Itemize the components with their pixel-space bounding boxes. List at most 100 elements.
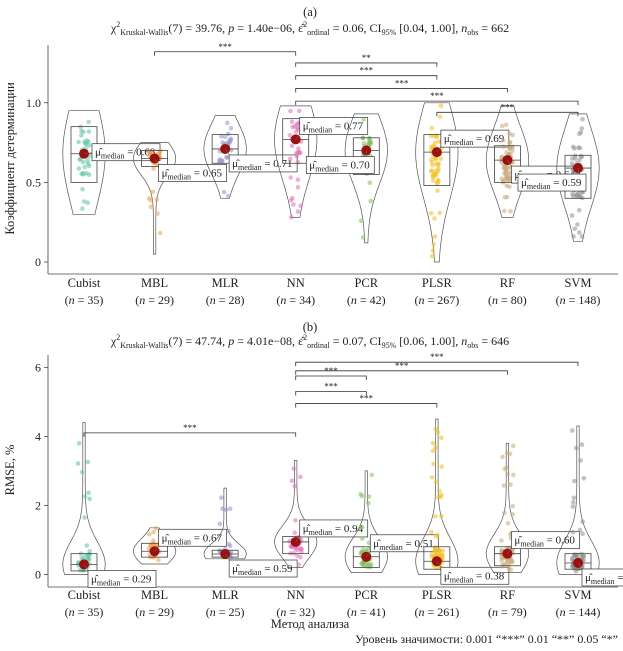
data-point (360, 536, 365, 541)
n-label: (n = 28) (206, 293, 245, 307)
data-point (222, 134, 228, 139)
data-point (501, 144, 506, 150)
data-point (86, 490, 91, 496)
data-point (437, 210, 443, 216)
violin-group-nn: μ̂median = 0.77 (274, 105, 369, 220)
data-point (368, 198, 374, 204)
data-point (81, 199, 87, 204)
data-point (75, 461, 81, 466)
data-point (228, 126, 234, 131)
data-point (77, 157, 83, 162)
significance-bracket: *** (295, 66, 438, 80)
data-point (80, 186, 85, 192)
data-point (435, 430, 441, 435)
data-point (292, 124, 298, 129)
significance-stars: *** (501, 102, 515, 112)
y-axis-label: Коэффициент детерминации (3, 82, 17, 235)
data-point (511, 472, 516, 478)
data-point (429, 253, 435, 259)
bracket-line (295, 100, 579, 106)
data-point (360, 235, 366, 240)
data-point (499, 176, 505, 181)
data-point (86, 119, 91, 125)
data-point (571, 194, 576, 199)
data-point (431, 461, 436, 467)
data-point (578, 130, 584, 135)
n-label: (n = 29) (135, 293, 174, 307)
bracket-line (295, 403, 438, 408)
n-label: (n = 80) (488, 293, 527, 307)
data-point (360, 547, 366, 552)
n-label: (n = 34) (276, 293, 315, 307)
y-tick-label: 0.5 (26, 175, 41, 189)
median-label-box (87, 570, 157, 588)
data-point (289, 215, 294, 220)
data-point (79, 133, 84, 138)
box-cubist (70, 553, 98, 572)
bracket-line (295, 75, 438, 80)
median-label-box (158, 528, 227, 547)
category-label-pcr: PCR (354, 588, 378, 602)
median-label: μ̂median = 0.94 (303, 523, 364, 537)
data-point (82, 494, 88, 499)
median-label: μ̂median = 0.69 (444, 133, 505, 147)
significance-bracket: *** (436, 102, 579, 117)
data-point (289, 143, 295, 148)
significance-stars: *** (218, 42, 232, 52)
bracket-line (295, 375, 367, 380)
data-point (433, 514, 438, 519)
data-point (76, 440, 82, 446)
data-point (358, 525, 363, 531)
data-point (157, 230, 163, 236)
data-point (510, 503, 515, 509)
n-label: (n = 29) (135, 605, 174, 619)
data-point (366, 500, 371, 506)
data-point (436, 551, 441, 556)
data-point (435, 180, 441, 186)
violin-mbl (133, 142, 177, 255)
data-point (580, 117, 585, 122)
violin-nn (274, 105, 318, 218)
violin-plsr (415, 418, 459, 575)
data-point (288, 544, 293, 549)
data-point (507, 451, 513, 457)
data-point (82, 515, 87, 520)
data-point (294, 151, 300, 156)
data-point (367, 180, 373, 185)
data-point (226, 193, 231, 199)
category-label-cubist: Cubist (68, 588, 101, 602)
box-plsr (423, 134, 451, 186)
median-label: μ̂median = 0.33 (585, 572, 623, 586)
data-point (153, 525, 159, 531)
data-point (432, 216, 437, 221)
data-point (500, 138, 506, 143)
data-point (433, 426, 439, 432)
data-point (295, 209, 301, 214)
data-point (430, 178, 436, 183)
y-tick-label: 6 (35, 360, 41, 374)
data-point (581, 476, 587, 481)
data-point (85, 200, 91, 205)
significance-stars: *** (360, 66, 374, 76)
violin-group-pcr: μ̂median = 0.70 (305, 113, 388, 244)
data-point (296, 108, 302, 114)
significance-stars: *** (183, 423, 197, 433)
data-point (76, 166, 82, 171)
violin-rf (485, 442, 529, 573)
data-point (361, 562, 366, 567)
violin-mlr (203, 487, 247, 560)
data-point (150, 189, 156, 195)
data-point (365, 141, 371, 146)
median-label: μ̂median = 0.29 (91, 573, 152, 587)
median-label-box (369, 534, 439, 553)
n-label: (n = 144) (556, 605, 601, 619)
bracket-line (154, 51, 297, 56)
n-label: (n = 148) (556, 293, 601, 307)
data-point (570, 529, 576, 535)
box-nn (282, 118, 310, 164)
data-point (500, 454, 505, 460)
data-point (508, 482, 513, 487)
data-point (505, 520, 511, 526)
bracket-line (295, 62, 438, 67)
bracket-line (295, 88, 508, 93)
